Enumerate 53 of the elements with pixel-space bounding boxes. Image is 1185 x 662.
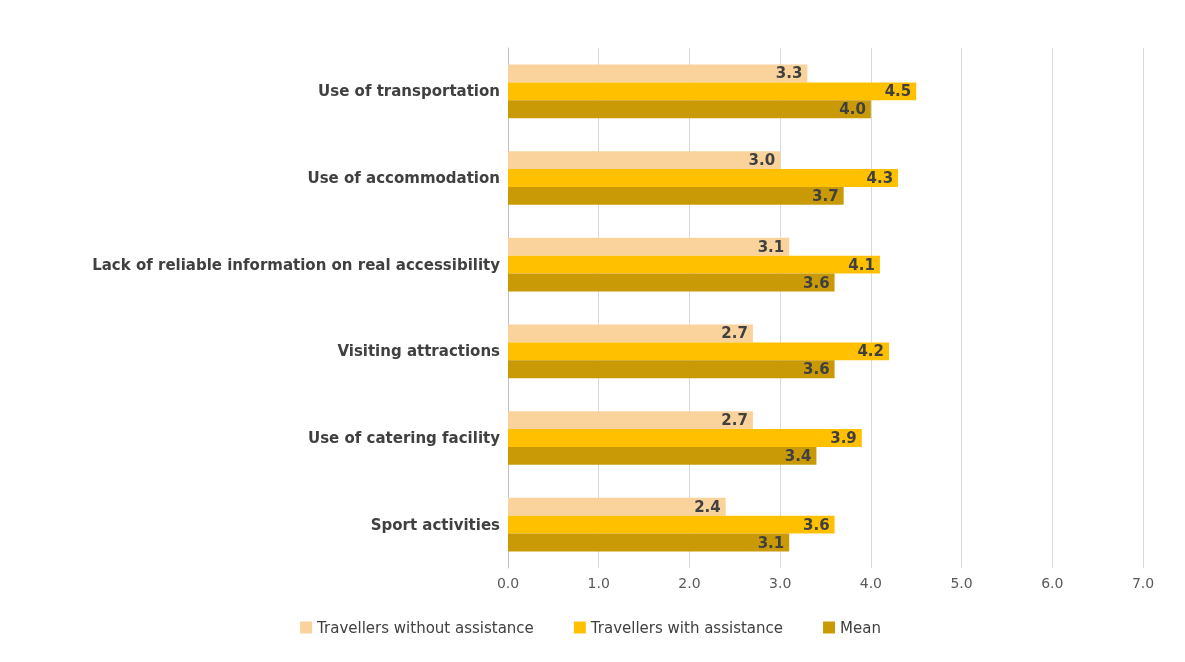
bar [508, 533, 790, 552]
x-tick-label: 3.0 [769, 575, 792, 591]
bar [508, 411, 753, 430]
data-label: 2.7 [721, 411, 748, 430]
bar [508, 255, 880, 274]
data-label: 4.2 [857, 342, 884, 361]
y-tick-label: Use of transportation [318, 82, 500, 101]
data-label: 3.0 [748, 151, 776, 170]
y-tick-label: Use of accommodation [307, 169, 500, 187]
bar [508, 342, 889, 361]
legend-label: Travellers without assistance [316, 618, 534, 637]
data-label: 3.1 [757, 237, 785, 256]
data-label: 3.9 [830, 429, 857, 447]
data-label: 3.6 [802, 273, 830, 292]
bar [508, 186, 844, 205]
data-label: 2.7 [721, 324, 748, 343]
bar [508, 273, 835, 292]
bar [508, 446, 817, 465]
bar [508, 360, 835, 379]
data-label: 2.4 [694, 497, 721, 516]
y-tick-label: Use of catering facility [307, 429, 501, 447]
x-tick-label: 4.0 [859, 575, 882, 591]
data-label: 4.1 [848, 255, 875, 274]
x-tick-label: 1.0 [587, 575, 610, 591]
bar [508, 82, 917, 101]
data-label: 3.6 [802, 360, 830, 379]
x-tick-label: 0.0 [496, 575, 520, 591]
bar [508, 237, 790, 256]
data-label: 4.3 [866, 169, 894, 187]
y-tick-label: Sport activities [370, 515, 501, 534]
data-label: 4.5 [884, 82, 912, 101]
legend-label: Mean [840, 618, 881, 637]
x-tick-label: 5.0 [950, 575, 973, 591]
data-label: 3.1 [757, 533, 785, 552]
x-tick-label: 2.0 [678, 575, 701, 591]
data-label: 3.7 [812, 186, 839, 205]
y-tick-label: Lack of reliable information on real accessibility [92, 255, 501, 274]
data-label: 3.3 [775, 64, 803, 83]
bar [508, 324, 753, 343]
bar [508, 64, 808, 83]
data-label: 3.6 [802, 515, 830, 534]
bar [508, 151, 781, 170]
bar [508, 429, 862, 447]
bar [508, 100, 871, 119]
legend-label: Travellers with assistance [589, 618, 784, 637]
bar [508, 169, 899, 187]
data-label: 3.4 [784, 446, 812, 465]
y-tick-label: Visiting attractions [337, 342, 501, 361]
bar [508, 497, 726, 516]
data-label: 4.0 [839, 100, 866, 119]
x-tick-label: 6.0 [1041, 575, 1064, 591]
x-tick-label: 7.0 [1131, 575, 1155, 591]
bar [508, 515, 835, 534]
